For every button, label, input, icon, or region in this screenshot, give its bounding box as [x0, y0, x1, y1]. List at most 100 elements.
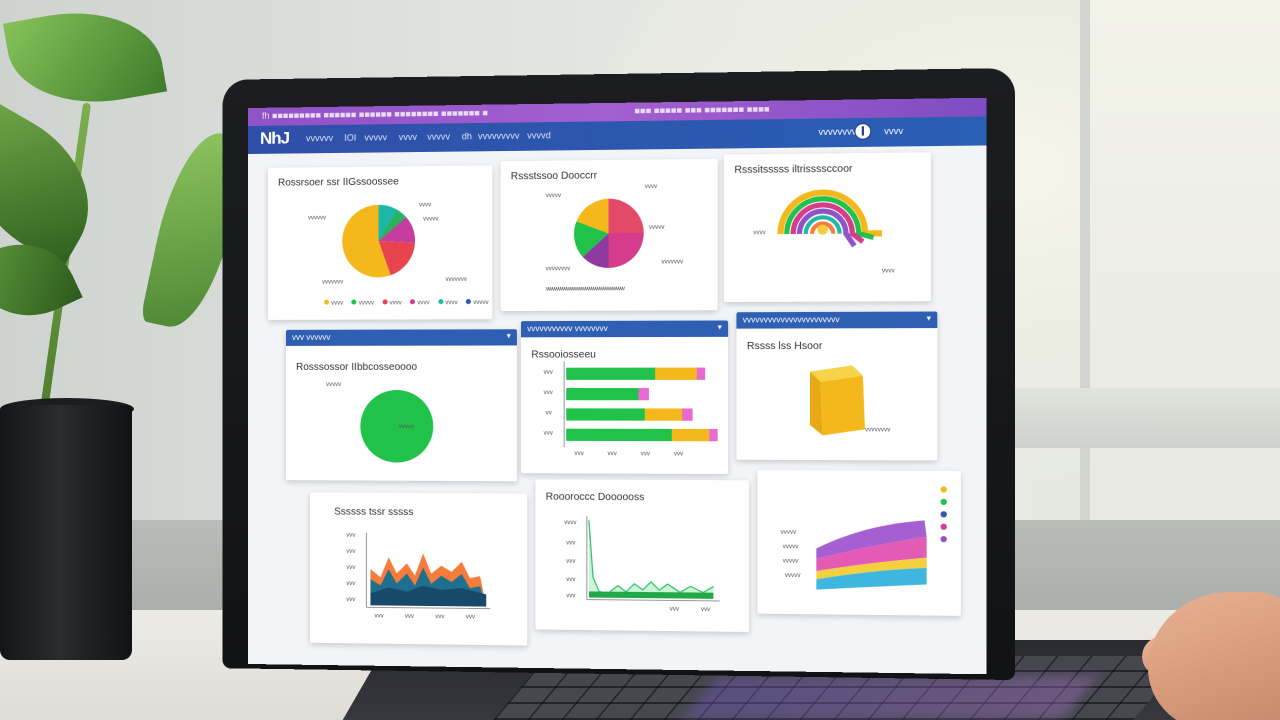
- nav-item[interactable]: vvvvv: [364, 132, 388, 143]
- nav-item[interactable]: vvvvvvvvv: [478, 130, 520, 142]
- keyboard-backlight: [681, 676, 1099, 720]
- nav-item[interactable]: IOI: [344, 132, 357, 143]
- cube-front: [820, 375, 865, 436]
- pie-label: vvvvv: [648, 224, 665, 231]
- cube-chart: [810, 365, 865, 436]
- bar: [671, 428, 710, 442]
- area-chart: [310, 492, 527, 645]
- nav-item[interactable]: vvvv: [398, 131, 418, 143]
- stacked-chart-card[interactable]: vvvvv vvvvv vvvvv vvvvv: [757, 470, 961, 616]
- nav-right-link[interactable]: vvvv: [884, 125, 904, 137]
- pie-label: vvvv: [644, 183, 658, 191]
- pie-slice: [342, 204, 391, 278]
- pie-label: vvvvvvv: [322, 279, 344, 286]
- legend-label: vvvv: [389, 300, 402, 307]
- pie-label: vvvvvvv: [445, 276, 467, 283]
- nav-item[interactable]: vvvvv: [427, 131, 451, 142]
- area-series: [370, 585, 487, 607]
- user-name[interactable]: vvvvvvvv: [818, 126, 857, 138]
- legend-dot: [940, 523, 947, 530]
- horizontal-bar-chart: [521, 320, 718, 474]
- stacked-area-chart: [816, 486, 947, 591]
- app-logo[interactable]: NhJ: [259, 128, 290, 148]
- bar: [644, 408, 683, 421]
- spiral-core: [817, 224, 828, 235]
- green-pie-card[interactable]: vvv vvvvvv ▾ Rosssossor IIbbcosseoooo vv…: [285, 329, 517, 482]
- laptop-screen: fh ■■■■■■■■■ ■■■■■■ ■■■■■■ ■■■■■■■■ ■■■■…: [248, 97, 987, 675]
- tick-label: vvv: [566, 576, 576, 584]
- plant-pot: [0, 405, 132, 660]
- spiral-label: vvvv: [881, 268, 895, 275]
- bar: [566, 408, 645, 421]
- card-footer-text: vvvvvvvvvvvvvvvvvvvvvvvvvvvvvvvvvvvvvv: [545, 286, 625, 293]
- pie-chart-card[interactable]: Rossrsoer ssr IIGssoossee vvvvvv vvvv vv…: [267, 165, 493, 320]
- legend-dot: [940, 536, 947, 543]
- pie-label: vvvvv: [326, 381, 342, 389]
- bar: [566, 367, 656, 380]
- tick-label: vvv: [607, 451, 617, 458]
- spiral-chart: [724, 152, 931, 302]
- tick-label: vvv: [346, 597, 356, 604]
- legend-dot: [940, 511, 947, 518]
- pie-label: vvvvv: [545, 193, 562, 200]
- legend-label: vvvvv: [473, 299, 489, 307]
- tick-label: vvv: [700, 606, 711, 614]
- pie-label: vvvv: [419, 202, 432, 209]
- line-chart-card[interactable]: Roooroccc Doooooss vvvv vvv vvv vvv vvv …: [535, 479, 750, 633]
- bar: [682, 408, 693, 421]
- axis-line: [587, 600, 720, 601]
- bar: [566, 428, 672, 442]
- browser-tab-text: fh ■■■■■■■■■ ■■■■■■ ■■■■■■ ■■■■■■■■ ■■■■…: [261, 107, 488, 121]
- tick-label: vvv: [640, 451, 650, 458]
- legend-label: vvvv: [331, 300, 344, 307]
- spiral-label: vvvv: [753, 230, 766, 237]
- cube-chart-card[interactable]: vvvvvvvvvvvvvvvvvvvvvvv ▾ Rssss lss Hsoo…: [736, 311, 938, 461]
- pie-chart: [574, 198, 644, 269]
- tick-label: vvv: [673, 451, 684, 458]
- nav-item[interactable]: vvvvvv: [306, 132, 334, 144]
- tick-label: vvv: [566, 593, 576, 600]
- tick-label: vvvv: [564, 520, 577, 527]
- stack-label: vvvvv: [780, 529, 797, 536]
- nav-item[interactable]: vvvvd: [527, 130, 551, 141]
- axis-line: [366, 607, 490, 608]
- stack-label: vvvvv: [782, 558, 799, 565]
- stack-label: vvvvv: [784, 572, 801, 580]
- spiral-chart-card[interactable]: Rsssitsssss iltrissssccoor vvvv vvvv: [723, 152, 931, 303]
- tick-label: vvv: [543, 390, 553, 397]
- tick-label: vvv: [346, 580, 356, 588]
- pie-slice: [378, 216, 416, 244]
- cube-label: vvvvvvvv: [864, 427, 891, 434]
- bar: [566, 388, 639, 401]
- pie-slice: [378, 210, 405, 242]
- bar: [709, 428, 718, 442]
- tick-label: vvv: [404, 613, 414, 620]
- stack-label: vvvvv: [782, 544, 799, 551]
- tick-label: vvv: [435, 614, 445, 621]
- area-chart-card[interactable]: Ssssss tssr sssss vvv vvv vvv vvv vvv vv…: [310, 492, 528, 646]
- browser-tab-text-right: ■■■ ■■■■■ ■■■ ■■■■■■■ ■■■■: [634, 103, 770, 116]
- tick-label: vvv: [346, 532, 356, 539]
- tick-label: vvv: [566, 558, 576, 565]
- pie-slice: [574, 221, 609, 257]
- pie-label: vvvvv: [398, 424, 414, 431]
- pie-chart: [342, 204, 416, 278]
- baseline-band: [588, 591, 714, 599]
- line-chart: [535, 479, 749, 632]
- legend-dot: [940, 486, 947, 493]
- user-avatar-icon[interactable]: [854, 123, 872, 140]
- tick-label: vvv: [465, 614, 475, 621]
- bar-chart-card[interactable]: vvvvvvvvvvv vvvvvvvv ▾ Rssooiosseeu vvv …: [521, 320, 729, 475]
- pie-chart-card[interactable]: Rssstssoo Dooccrr vvvvv vvvv vvvvv vvvvv…: [500, 158, 718, 312]
- tick-label: vvv: [346, 564, 356, 571]
- tick-label: vvv: [346, 548, 356, 555]
- window: [1080, 0, 1280, 560]
- tick-label: vvv: [574, 451, 584, 458]
- pie-slice: [378, 240, 415, 276]
- pie-legend: vvvv vvvvv vvvv vvvv vvvv vvvvv: [324, 291, 492, 310]
- legend-label: vvvvv: [358, 300, 374, 307]
- nav-item[interactable]: dh: [461, 131, 472, 142]
- tick-label: vv: [545, 410, 552, 417]
- bar: [638, 388, 649, 401]
- green-pie-chart: [360, 390, 434, 463]
